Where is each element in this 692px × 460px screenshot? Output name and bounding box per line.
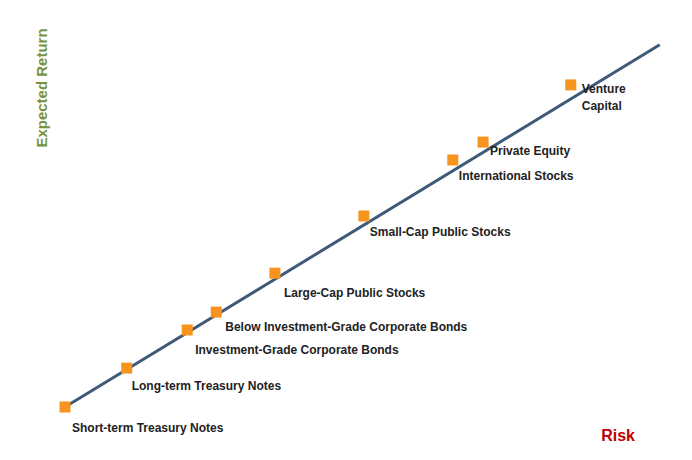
svg-text:International Stocks: International Stocks <box>459 169 574 183</box>
svg-text:Private Equity: Private Equity <box>490 144 570 158</box>
svg-text:Long-term Treasury Notes: Long-term Treasury Notes <box>132 379 282 393</box>
svg-text:Investment-Grade Corporate Bon: Investment-Grade Corporate Bonds <box>195 343 399 357</box>
svg-text:VentureCapital: VentureCapital <box>582 82 626 113</box>
svg-text:Small-Cap Public Stocks: Small-Cap Public Stocks <box>370 225 511 239</box>
svg-text:Short-term Treasury Notes: Short-term Treasury Notes <box>72 421 224 435</box>
svg-text:Large-Cap Public Stocks: Large-Cap Public Stocks <box>284 286 426 300</box>
svg-text:Expected Return: Expected Return <box>33 28 50 147</box>
svg-text:Risk: Risk <box>601 427 635 444</box>
svg-text:Below Investment-Grade Corpora: Below Investment-Grade Corporate Bonds <box>225 320 467 334</box>
